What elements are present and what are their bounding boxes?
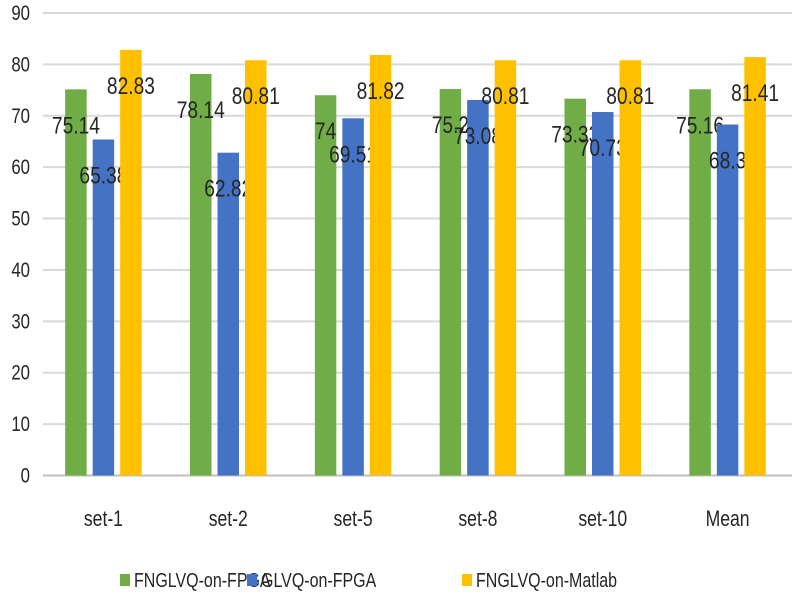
x-tick-label: set-1 [84,507,123,531]
y-tick-label: 0 [21,465,30,488]
data-label: 70.73 [579,134,627,162]
x-tick-label: set-10 [578,507,627,531]
data-label: 80.81 [232,82,280,110]
bar-set-1-GLVQ-on-FPGA [92,139,115,476]
bar-set-10-FNGLVQ-on-FPGA [564,98,586,476]
x-tick-label: set-2 [209,507,248,531]
data-label: 69.51 [329,140,377,168]
bar-set-2-GLVQ-on-FPGA [217,152,239,476]
bar-set-5-FNGLVQ-on-Matlab [369,55,392,476]
data-label: 78.14 [177,96,225,124]
data-label: 80.81 [481,82,529,110]
y-tick-label: 40 [11,259,30,282]
bar-set-5-FNGLVQ-on-FPGA [314,95,337,476]
y-tick-label: 70 [11,105,30,128]
x-tick-label: Mean [706,507,750,531]
x-tick-label: set-8 [458,507,497,531]
data-label: 73.33 [551,121,599,149]
data-label: 80.81 [606,82,654,110]
y-tick-label: 10 [11,413,30,436]
bar-Mean-FNGLVQ-on-Matlab [744,57,766,476]
data-label: 81.41 [731,79,779,107]
data-label: 81.82 [357,77,405,105]
bar-Mean-FNGLVQ-on-FPGA [689,89,711,476]
bar-set-8-FNGLVQ-on-Matlab [494,60,517,476]
bar-set-8-FNGLVQ-on-FPGA [439,89,462,476]
legend-swatch [247,574,257,586]
bar-set-2-FNGLVQ-on-Matlab [245,60,267,476]
bar-set-2-FNGLVQ-on-FPGA [190,73,212,476]
bar-Mean-GLVQ-on-FPGA [716,124,739,476]
legend-label: GLVQ-on-FPGA [261,569,377,591]
data-label: 75.2 [432,111,469,139]
data-label: 62.82 [204,175,252,203]
y-tick-label: 60 [11,156,30,179]
data-label: 75.14 [52,111,100,139]
bar-set-1-FNGLVQ-on-FPGA [65,89,87,476]
data-label: 68.3 [709,146,746,174]
y-tick-label: 50 [11,208,30,231]
bar-set-8-GLVQ-on-FPGA [467,99,489,476]
legend-swatch [120,574,130,586]
legend-swatch [462,574,472,586]
data-label: 82.83 [107,72,155,100]
bar-set-1-FNGLVQ-on-Matlab [120,49,142,476]
data-label: 74 [315,117,336,145]
data-label: 73.08 [454,122,502,150]
data-label: 75.16 [676,111,724,139]
legend-label: FNGLVQ-on-FPGA [134,569,271,591]
y-tick-label: 30 [11,311,30,334]
bar-set-10-GLVQ-on-FPGA [592,112,614,476]
bar-set-10-FNGLVQ-on-Matlab [619,60,641,476]
legend-label: FNGLVQ-on-Matlab [476,569,617,591]
y-tick-label: 90 [11,2,30,25]
bar-set-5-GLVQ-on-FPGA [342,118,364,476]
y-tick-label: 20 [11,362,30,385]
x-tick-label: set-5 [334,507,373,531]
data-label: 65.38 [79,161,127,189]
y-tick-label: 80 [11,54,30,77]
